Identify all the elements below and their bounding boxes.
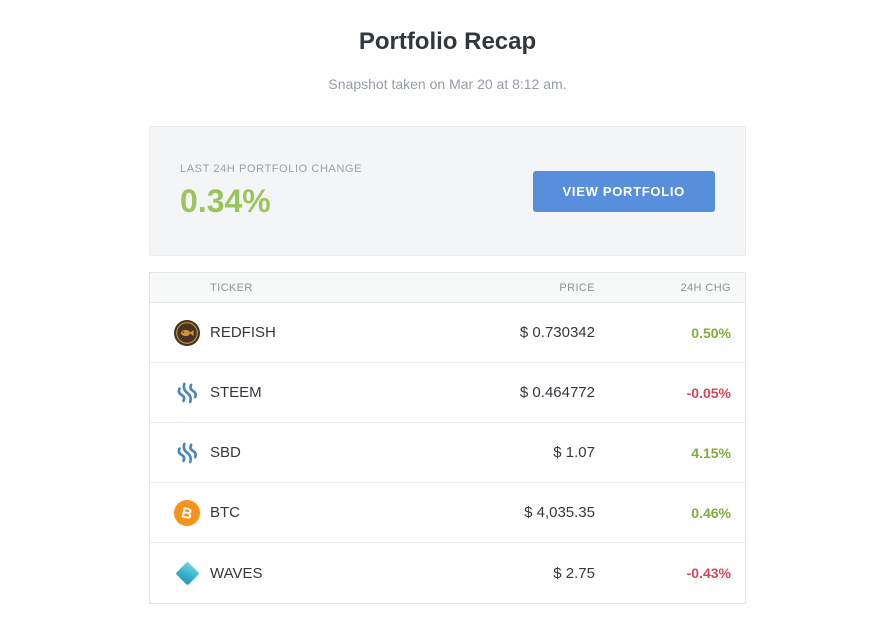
coin-price: $ 4,035.35 (524, 504, 595, 521)
portfolio-change-value: 0.34% (180, 182, 271, 219)
coin-24h-change: -0.43% (686, 565, 731, 581)
btc-icon: B (174, 499, 200, 526)
table-row-sbd: SBD $ 1.07 4.15% (150, 423, 745, 483)
coin-24h-change: -0.05% (686, 384, 731, 401)
table-row-steem: STEEM $ 0.464772 -0.05% (150, 363, 745, 423)
coin-table: TICKER PRICE 24H CHG REDFISH $ 0.730342 (149, 272, 746, 604)
coin-24h-change: 0.46% (691, 504, 731, 521)
ticker-cell: WAVES (174, 560, 435, 586)
ticker-cell: SBD (174, 440, 435, 466)
table-header-row: TICKER PRICE 24H CHG (150, 273, 745, 303)
portfolio-recap-page: Portfolio Recap Snapshot taken on Mar 20… (149, 0, 746, 604)
table-row-btc: B BTC $ 4,035.35 0.46% (150, 483, 745, 543)
portfolio-change-card: LAST 24H PORTFOLIO CHANGE 0.34% VIEW POR… (149, 126, 746, 256)
column-header-24h-chg: 24H CHG (680, 281, 731, 294)
coin-price: $ 2.75 (553, 564, 595, 582)
coin-name: STEEM (210, 384, 262, 401)
coin-name: REDFISH (210, 324, 276, 341)
view-portfolio-button[interactable]: VIEW PORTFOLIO (532, 170, 715, 212)
svg-text:B: B (180, 504, 194, 523)
coin-name: BTC (210, 504, 240, 521)
coin-price: $ 0.730342 (519, 324, 595, 341)
waves-icon (174, 560, 200, 586)
coin-name: WAVES (210, 564, 263, 582)
coin-price: $ 1.07 (553, 444, 595, 461)
portfolio-change-block: LAST 24H PORTFOLIO CHANGE 0.34% (180, 163, 362, 220)
table-row-redfish: REDFISH $ 0.730342 0.50% (150, 303, 745, 363)
coin-24h-change: 0.50% (691, 324, 731, 341)
table-row-waves: WAVES $ 2.75 -0.43% (150, 543, 745, 603)
portfolio-change-label: LAST 24H PORTFOLIO CHANGE (180, 162, 363, 175)
steem-icon (174, 380, 200, 406)
coin-24h-change: 4.15% (691, 444, 731, 461)
column-header-price: PRICE (559, 281, 595, 294)
coin-price: $ 0.464772 (519, 384, 595, 401)
ticker-cell: REDFISH (174, 319, 435, 346)
ticker-cell: B BTC (174, 499, 435, 526)
ticker-cell: STEEM (174, 380, 435, 406)
snapshot-subtitle: Snapshot taken on Mar 20 at 8:12 am. (328, 76, 567, 92)
redfish-icon (174, 319, 200, 346)
column-header-ticker: TICKER (210, 281, 253, 294)
sbd-icon (174, 440, 200, 466)
page-title: Portfolio Recap (358, 28, 537, 55)
coin-name: SBD (210, 444, 241, 461)
